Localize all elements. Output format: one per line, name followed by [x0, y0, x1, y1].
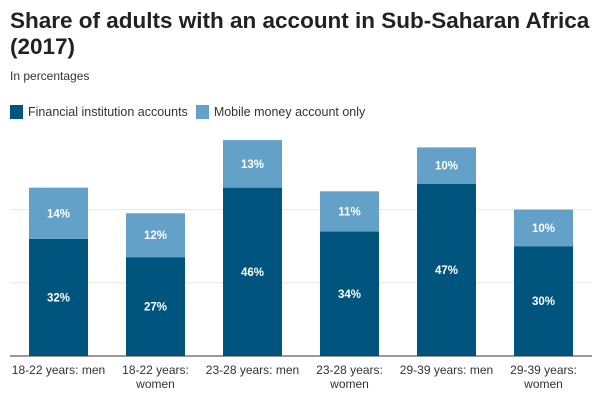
- data-label: 12%: [144, 230, 167, 242]
- x-tick-label: 18-22 years:: [122, 363, 189, 377]
- x-tick-label: 29-39 years:: [510, 363, 577, 377]
- data-label: 34%: [338, 289, 361, 301]
- chart-title: Share of adults with an account in Sub-S…: [10, 8, 590, 59]
- x-tick-label: 23-28 years: men: [206, 363, 299, 377]
- x-tick-label: 29-39 years: men: [400, 363, 493, 377]
- data-label: 30%: [532, 296, 555, 308]
- bar-mobile: [29, 187, 88, 239]
- bar-financial: [126, 257, 185, 356]
- legend-item-mobile: Mobile money account only: [195, 105, 366, 119]
- data-label: 47%: [435, 265, 458, 277]
- legend-label-financial: Financial institution accounts: [28, 105, 188, 119]
- data-label: 46%: [241, 267, 264, 279]
- legend-label-mobile: Mobile money account only: [213, 105, 366, 119]
- legend-swatch-financial: [10, 105, 23, 119]
- bar-mobile: [417, 147, 476, 184]
- x-tick-label: women: [523, 377, 563, 391]
- data-label: 10%: [532, 223, 555, 235]
- bar-financial: [223, 187, 282, 356]
- data-label: 32%: [47, 292, 70, 304]
- chart-subtitle: In percentages: [10, 69, 90, 83]
- bar-financial: [417, 183, 476, 356]
- x-tick-label: women: [135, 377, 175, 391]
- data-label: 27%: [144, 302, 167, 314]
- bar-mobile: [514, 209, 573, 247]
- legend-swatch-mobile: [195, 105, 209, 119]
- bar-financial: [29, 238, 88, 356]
- data-label: 14%: [47, 208, 70, 220]
- x-tick-label: 18-22 years: men: [12, 363, 105, 377]
- data-label: 11%: [338, 206, 360, 218]
- bar-financial: [320, 231, 379, 356]
- bar-financial: [514, 246, 573, 356]
- legend: Financial institution accounts Mobile mo…: [10, 105, 373, 119]
- data-label: 13%: [241, 159, 264, 171]
- bar-mobile: [223, 140, 282, 188]
- data-label: 10%: [435, 161, 458, 173]
- x-tick-label: women: [329, 377, 369, 391]
- x-tick-label: 23-28 years:: [316, 363, 383, 377]
- bar-mobile: [320, 191, 379, 232]
- legend-item-financial: Financial institution accounts: [10, 105, 188, 119]
- bar-mobile: [126, 213, 185, 258]
